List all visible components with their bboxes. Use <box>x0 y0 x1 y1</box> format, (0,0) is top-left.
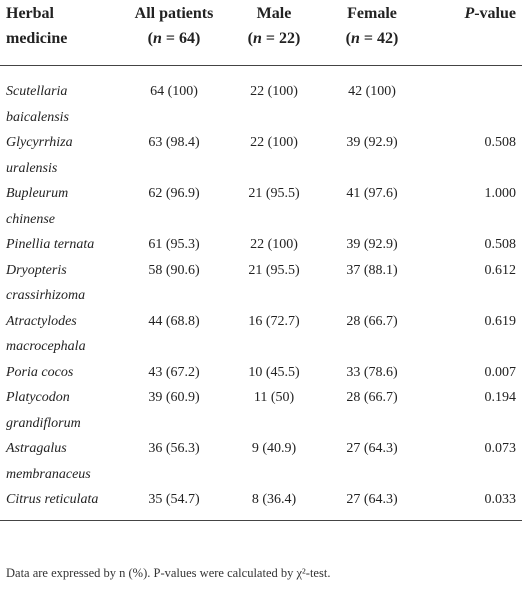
cell-male: 22 (100) <box>250 237 298 252</box>
cell-herb-name: Poria cocos <box>0 360 120 386</box>
header-all-patients: All patients (n = 64) <box>120 0 228 66</box>
table-row: Scutellaria baicalensis 64 (100) 22 (100) 42… <box>0 66 522 131</box>
cell-female: 27 (64.3) <box>320 487 424 521</box>
cell-p-value: 0.508 <box>484 135 517 150</box>
cell-herb-name: Citrus reticulata <box>0 487 120 521</box>
herb-name-line: grandiflorum <box>6 415 81 431</box>
herb-name-line: crassirhizoma <box>6 288 86 303</box>
cell-p-value: 0.194 <box>484 390 517 405</box>
table-body: Scutellaria baicalensis 64 (100) 22 (100) 42… <box>0 66 522 521</box>
herb-name-line: Bupleurum <box>6 186 69 201</box>
cell-p-value: 0.612 <box>484 262 517 278</box>
cell-female: 37 (88.1) <box>346 262 398 278</box>
table-header: Herbal medicine All patients (n = 64) Ma… <box>0 0 522 66</box>
cell-all-patients: 43 (67.2) <box>148 364 200 380</box>
table-row: Dryopteris crassirhizoma 58 (90.6) 21 (95.5… <box>0 258 522 309</box>
cell-all-patients: 58 (90.6) <box>148 262 200 278</box>
cell-all-patients: 64 (100) <box>150 84 198 99</box>
cell-herb-name: Platycodon grandiflorum <box>0 385 120 436</box>
cell-all-patients: 63 (98.4) <box>148 135 200 150</box>
herb-name-line: membranaceus <box>6 466 91 482</box>
herb-name-line: baicalensis <box>6 109 69 125</box>
herb-name-line: Astragalus <box>6 441 67 456</box>
table-row: Pinellia ternata 61 (95.3) 22 (100) 39 (92.… <box>0 232 522 258</box>
herb-name-line: chinense <box>6 211 55 227</box>
table-row: Platycodon grandiflorum 39 (60.9) 11 (50) 28… <box>0 385 522 436</box>
herbal-medicine-table: Herbal medicine All patients (n = 64) Ma… <box>0 0 522 521</box>
cell-all-patients: 35 (54.7) <box>120 487 228 521</box>
cell-male: 22 (100) <box>250 135 298 150</box>
cell-p-value: 0.619 <box>484 313 517 329</box>
cell-female: 33 (78.6) <box>346 364 398 380</box>
cell-p-value: 0.033 <box>424 487 522 521</box>
cell-all-patients: 44 (68.8) <box>148 313 200 329</box>
cell-all-patients: 39 (60.9) <box>148 390 200 405</box>
table-row: Citrus reticulata 35 (54.7) 8 (36.4) 27 (64… <box>0 487 522 521</box>
header-herbal-medicine: Herbal medicine <box>0 0 120 66</box>
cell-male: 8 (36.4) <box>228 487 320 521</box>
cell-male: 22 (100) <box>250 84 298 99</box>
herb-name-line: Pinellia ternata <box>6 237 95 252</box>
herb-name-line: Platycodon <box>6 390 70 405</box>
header-p-value: P-value <box>424 0 522 66</box>
cell-herb-name: Glycyrrhiza uralensis <box>0 130 120 181</box>
cell-p-value: 0.508 <box>484 237 517 252</box>
cell-herb-name: Atractylodes macrocephala <box>0 309 120 360</box>
cell-p-value <box>424 66 522 131</box>
cell-female: 39 (92.9) <box>346 237 398 252</box>
table-row: Bupleurum chinense 62 (96.9) 21 (95.5) 41 (9… <box>0 181 522 232</box>
table-footnote: Data are expressed by n (%). P-values we… <box>6 566 331 580</box>
cell-all-patients: 36 (56.3) <box>148 441 200 456</box>
cell-all-patients: 61 (95.3) <box>148 237 200 252</box>
cell-p-value: 0.007 <box>484 364 517 380</box>
header-female: Female (n = 42) <box>320 0 424 66</box>
table-row: Poria cocos 43 (67.2) 10 (45.5) 33 (78.6) 0.… <box>0 360 522 386</box>
herb-name-line: Scutellaria <box>6 84 68 99</box>
cell-male: 21 (95.5) <box>248 262 300 278</box>
cell-herb-name: Astragalus membranaceus <box>0 436 120 487</box>
cell-male: 9 (40.9) <box>251 441 297 456</box>
herb-name-line: uralensis <box>6 160 58 176</box>
cell-female: 39 (92.9) <box>346 135 398 150</box>
cell-herb-name: Pinellia ternata <box>0 232 120 258</box>
herb-name-line: Poria cocos <box>6 364 74 380</box>
cell-all-patients: 62 (96.9) <box>148 186 200 201</box>
cell-male: 11 (50) <box>253 390 295 405</box>
cell-p-value: 1.000 <box>484 186 517 201</box>
herb-name-line: Glycyrrhiza <box>6 135 73 150</box>
herb-name-line: macrocephala <box>6 339 86 354</box>
cell-female: 28 (66.7) <box>346 390 398 405</box>
cell-male: 10 (45.5) <box>248 364 300 380</box>
cell-female: 27 (64.3) <box>346 441 398 456</box>
cell-herb-name: Dryopteris crassirhizoma <box>0 258 120 309</box>
cell-herb-name: Bupleurum chinense <box>0 181 120 232</box>
table-row: Atractylodes macrocephala 44 (68.8) 16 (72.… <box>0 309 522 360</box>
herb-name-line: Citrus reticulata <box>6 492 99 507</box>
header-male: Male (n = 22) <box>228 0 320 66</box>
herb-name-line: Dryopteris <box>6 262 67 278</box>
cell-male: 16 (72.7) <box>248 313 300 329</box>
table-row: Astragalus membranaceus 36 (56.3) 9 (40.9) 2… <box>0 436 522 487</box>
herb-name-line: Atractylodes <box>6 313 77 329</box>
cell-p-value: 0.073 <box>484 441 517 456</box>
table-row: Glycyrrhiza uralensis 63 (98.4) 22 (100) 39 … <box>0 130 522 181</box>
cell-female: 42 (100) <box>348 84 396 99</box>
cell-herb-name: Scutellaria baicalensis <box>0 66 120 131</box>
cell-female: 28 (66.7) <box>346 313 398 329</box>
cell-male: 21 (95.5) <box>248 186 300 201</box>
cell-female: 41 (97.6) <box>346 186 398 201</box>
